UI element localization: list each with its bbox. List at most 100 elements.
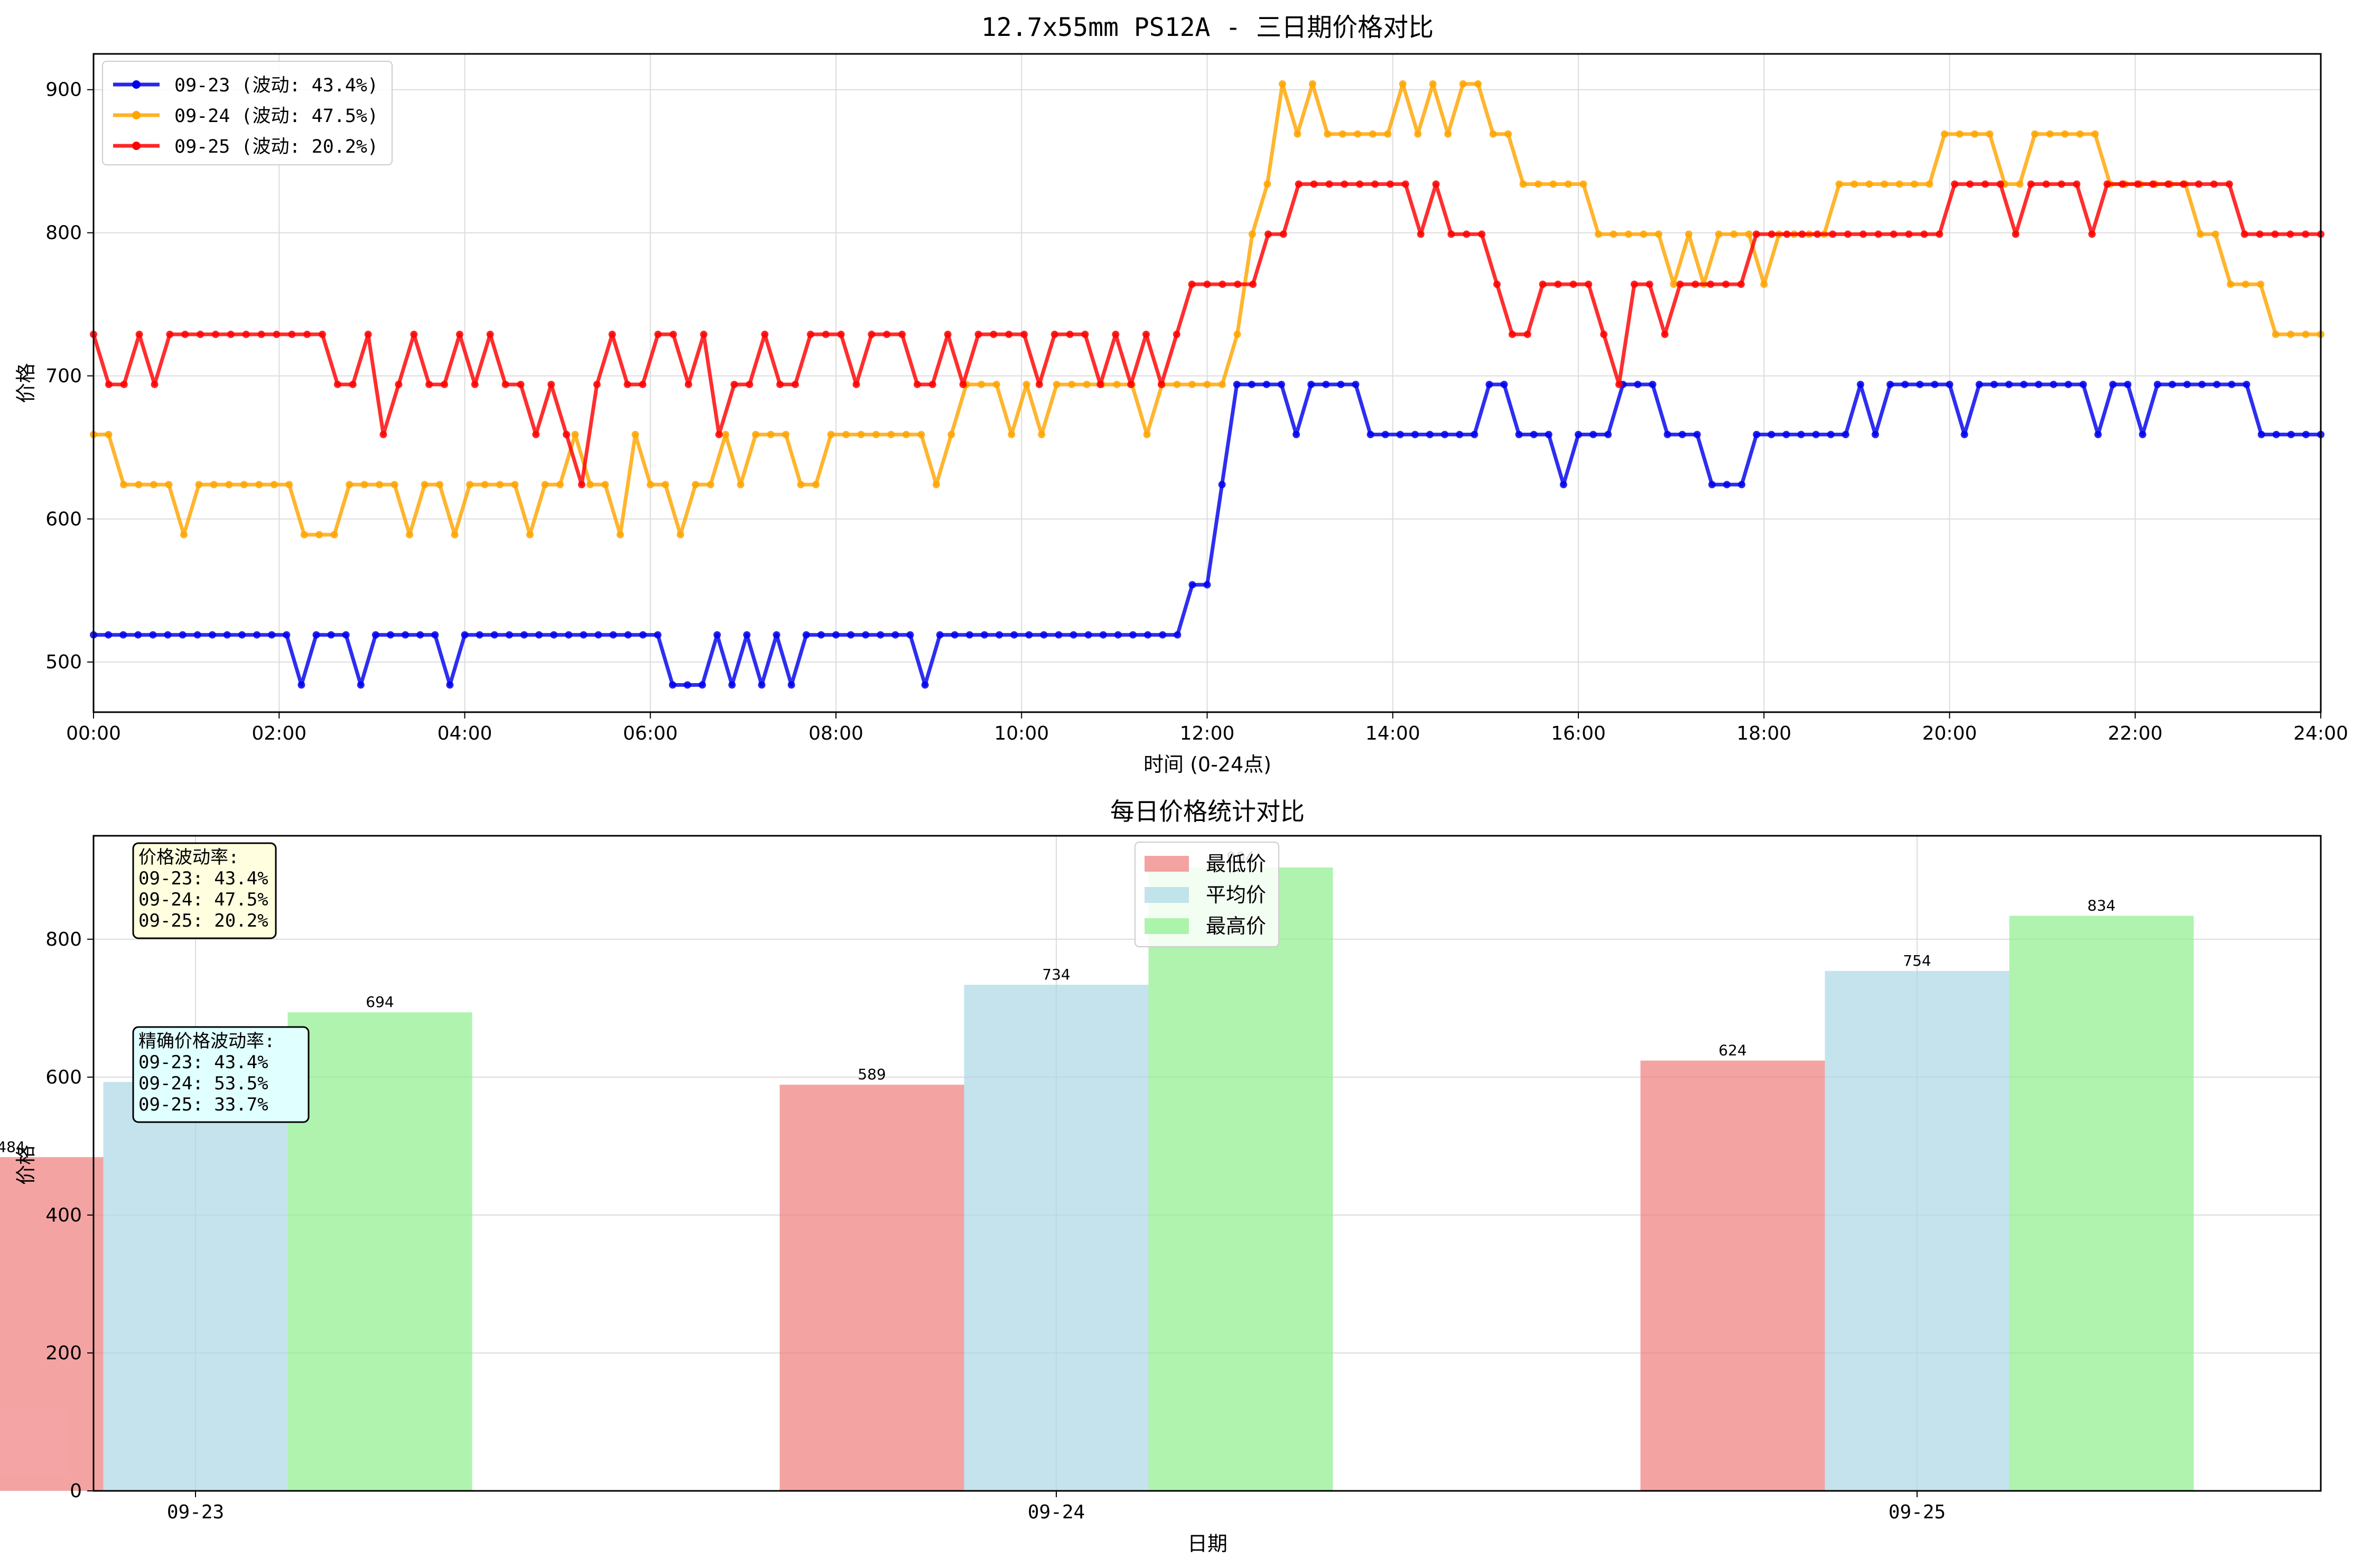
line-series-1-point — [902, 431, 910, 438]
line-series-0-point — [2050, 380, 2058, 388]
line-series-0-point — [609, 631, 617, 639]
line-series-0-point — [773, 631, 780, 639]
line-series-2-point — [639, 380, 647, 388]
bar-chart-y-tick-label: 200 — [45, 1342, 82, 1364]
line-series-0-point — [2124, 380, 2132, 388]
line-series-1-point — [150, 481, 157, 489]
line-series-1-point — [797, 481, 805, 489]
line-series-1-point — [1188, 380, 1196, 388]
line-series-1-point — [1895, 180, 1903, 188]
line-series-1-point — [1173, 380, 1181, 388]
line-series-0-point — [1233, 380, 1241, 388]
bar-chart-y-axis-label: 价格 — [14, 1145, 38, 1185]
line-series-2-point — [959, 380, 967, 388]
line-series-1-point — [2076, 130, 2084, 138]
line-series-1-point — [1248, 230, 1256, 238]
line-series-2-point — [532, 431, 540, 438]
line-series-2-point — [2286, 230, 2294, 238]
line-series-0-point — [1129, 631, 1137, 639]
line-series-2-point — [1783, 230, 1791, 238]
line-series-0-point — [283, 631, 291, 639]
line-series-0-point — [2272, 431, 2280, 438]
line-series-1-point — [1324, 130, 1332, 138]
line-chart-y-tick-label: 800 — [45, 222, 82, 244]
line-series-1-point — [421, 481, 429, 489]
line-series-2-point — [379, 431, 387, 438]
bar-chart-x-tick-label: 09-23 — [167, 1501, 224, 1523]
line-series-2-point — [990, 330, 998, 338]
line-series-1-point — [135, 481, 143, 489]
line-series-1-point — [1444, 130, 1452, 138]
line-series-0-point — [1174, 631, 1182, 639]
line-series-1-point — [992, 380, 1000, 388]
line-series-1-point — [737, 481, 745, 489]
bar-chart-title: 每日价格统计对比 — [1110, 797, 1305, 826]
line-series-2-point — [593, 380, 601, 388]
line-series-1-point — [1610, 230, 1617, 238]
line-series-0-point — [1797, 431, 1805, 438]
line-series-0-point — [965, 631, 973, 639]
line-series-2-point — [1142, 330, 1150, 338]
line-series-2-point — [1630, 281, 1638, 288]
line-series-2-point — [1798, 230, 1806, 238]
bar-value-label: 754 — [1903, 952, 1931, 969]
line-series-2-point — [2073, 180, 2081, 188]
line-chart-x-tick-label: 16:00 — [1551, 723, 1606, 744]
line-series-1-point — [1143, 431, 1151, 438]
line-series-1-point — [330, 531, 338, 539]
line-series-0-point — [1485, 380, 1493, 388]
line-series-2-point — [455, 330, 463, 338]
line-series-2-point — [852, 380, 860, 388]
line-series-0-point — [342, 631, 350, 639]
line-series-1-point — [1414, 130, 1422, 138]
line-series-2-point — [395, 380, 403, 388]
bar-chart-x-tick-label: 09-24 — [1028, 1501, 1085, 1523]
line-series-2-point — [2302, 230, 2310, 238]
line-series-1-point — [1489, 130, 1497, 138]
line-series-0-point — [1188, 581, 1196, 589]
line-series-2-point — [273, 330, 281, 338]
bar-chart-y-tick-label: 800 — [45, 929, 82, 950]
bar-chart-x-axis-label: 日期 — [1187, 1532, 1228, 1555]
line-series-2-point — [242, 330, 250, 338]
line-series-1-point — [812, 481, 820, 489]
line-series-1-point — [1203, 380, 1211, 388]
line-series-2-point — [1691, 281, 1699, 288]
bar-09-25-series-0 — [1640, 1060, 1825, 1491]
line-series-1-point — [2061, 130, 2069, 138]
line-series-2-point — [120, 380, 128, 388]
line-series-0-point — [1381, 431, 1389, 438]
line-series-1-point — [1354, 130, 1362, 138]
line-series-2-point — [1432, 180, 1440, 188]
line-series-1-point — [887, 431, 895, 438]
line-series-1-point — [1053, 380, 1061, 388]
line-series-1-point — [511, 481, 519, 489]
line-series-1-point — [1219, 380, 1226, 388]
bar-09-24-series-0 — [779, 1085, 964, 1491]
line-series-0-point — [357, 681, 365, 689]
line-series-0-point — [1471, 431, 1478, 438]
line-series-0-point — [208, 631, 216, 639]
bar-legend-label: 最低价 — [1206, 852, 1266, 875]
line-series-1-point — [360, 481, 368, 489]
line-series-1-point — [1549, 180, 1557, 188]
line-series-0-point — [461, 631, 469, 639]
line-series-0-point — [1070, 631, 1077, 639]
line-series-1-point — [1399, 80, 1407, 88]
line-series-2-point — [2210, 180, 2218, 188]
line-series-0-point — [1842, 431, 1849, 438]
line-series-2-point — [2058, 180, 2066, 188]
line-series-2-point — [1768, 230, 1775, 238]
line-series-1-point — [240, 481, 248, 489]
line-series-1-point — [195, 481, 203, 489]
line-series-1-point — [1850, 180, 1858, 188]
line-series-0-point — [2109, 380, 2117, 388]
line-chart-x-tick-label: 00:00 — [66, 723, 121, 744]
line-series-0-point — [1099, 631, 1107, 639]
line-series-2-point — [1722, 281, 1730, 288]
line-series-2-point — [1035, 380, 1043, 388]
line-series-2-point — [425, 380, 433, 388]
line-series-2-point — [1020, 330, 1028, 338]
line-series-1-point — [2016, 180, 2024, 188]
